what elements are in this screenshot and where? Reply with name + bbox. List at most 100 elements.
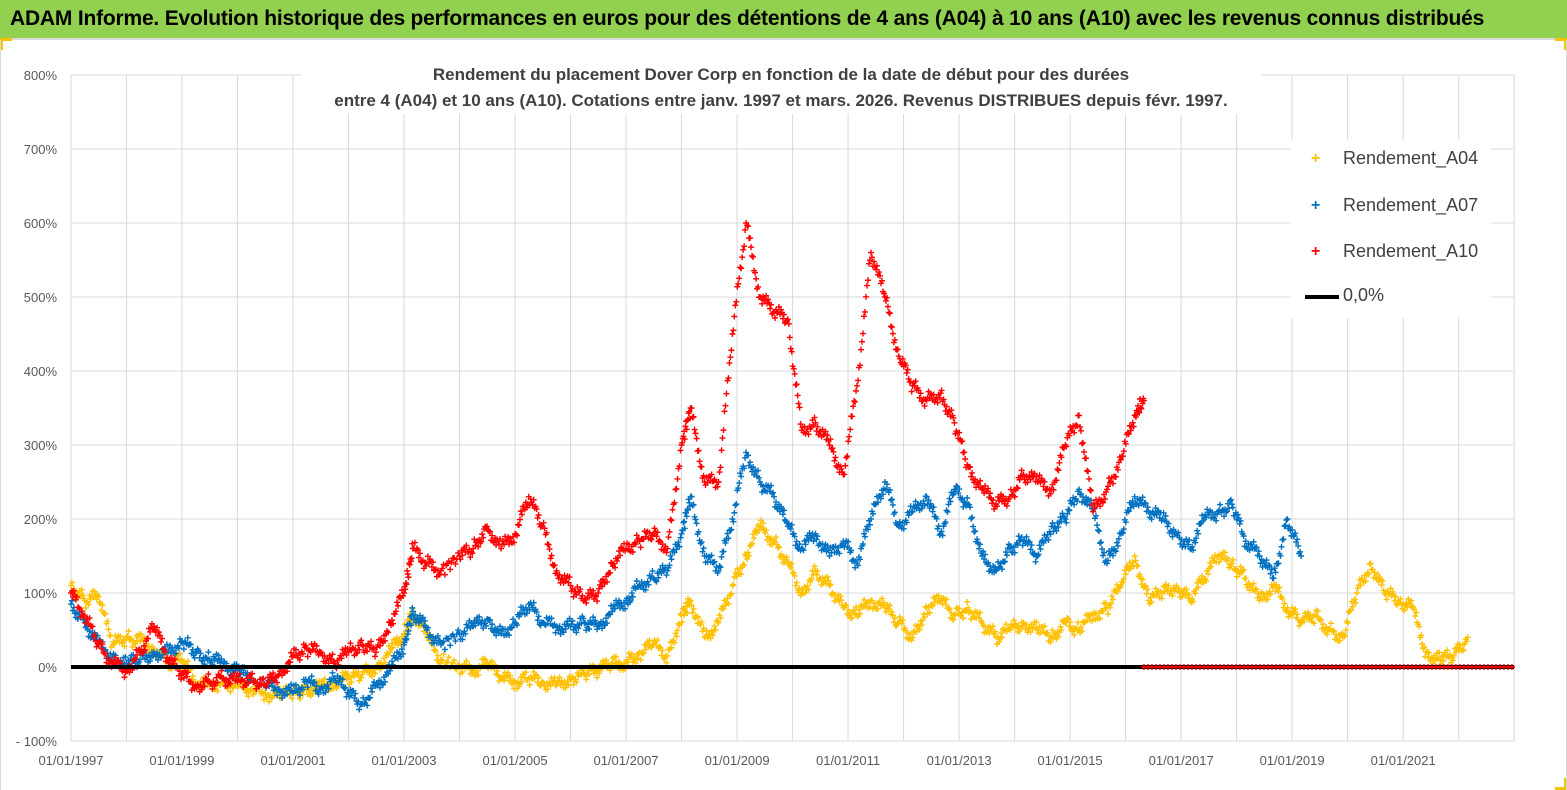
point-a04 <box>857 610 864 617</box>
point-a10 <box>676 463 683 470</box>
point-a10 <box>880 290 887 297</box>
point-a04 <box>905 636 912 643</box>
point-a10 <box>209 685 216 692</box>
point-a04 <box>838 597 845 604</box>
point-a07 <box>409 608 416 615</box>
point-a07 <box>147 658 154 665</box>
point-a10 <box>1011 493 1018 500</box>
point-a07 <box>1266 563 1273 570</box>
point-a10 <box>132 655 139 662</box>
point-a04 <box>451 657 458 664</box>
point-a07 <box>1164 523 1171 530</box>
point-a04 <box>664 652 671 659</box>
point-a10 <box>855 377 862 384</box>
point-a04 <box>1222 549 1229 556</box>
point-a04 <box>1161 588 1168 595</box>
point-a07 <box>1261 560 1268 567</box>
point-a04 <box>788 560 795 567</box>
point-a04 <box>439 657 446 664</box>
point-a07 <box>441 646 448 653</box>
point-a07 <box>956 486 963 493</box>
point-a10 <box>459 552 466 559</box>
point-a10 <box>541 525 548 532</box>
point-a07 <box>369 688 376 695</box>
point-a10 <box>1136 409 1143 416</box>
point-a07 <box>722 539 729 546</box>
point-a10 <box>201 683 208 690</box>
point-a07 <box>845 538 852 545</box>
point-a07 <box>681 518 688 525</box>
point-a10 <box>121 674 128 681</box>
point-a10 <box>846 433 853 440</box>
point-a10 <box>1125 431 1132 438</box>
point-a07 <box>1223 509 1230 516</box>
point-a04 <box>837 593 844 600</box>
point-a10 <box>1117 456 1124 463</box>
point-a04 <box>1389 588 1396 595</box>
point-a10 <box>607 569 614 576</box>
point-a10 <box>838 466 845 473</box>
point-a07 <box>874 499 881 506</box>
point-a04 <box>929 603 936 610</box>
point-a10 <box>184 669 191 676</box>
point-a10 <box>762 297 769 304</box>
point-a07 <box>590 614 597 621</box>
point-a04 <box>990 623 997 630</box>
legend-label-a04: Rendement_A04 <box>1343 148 1479 168</box>
point-a10 <box>666 528 673 535</box>
point-a10 <box>1087 486 1094 493</box>
point-a07 <box>627 597 634 604</box>
point-a10 <box>959 438 966 445</box>
point-a07 <box>384 671 391 678</box>
point-a07 <box>408 612 415 619</box>
point-a07 <box>920 498 927 505</box>
point-a10 <box>89 623 96 630</box>
point-a04 <box>564 678 571 685</box>
point-a10 <box>916 394 923 401</box>
point-a04 <box>1010 617 1017 624</box>
point-a10 <box>553 567 560 574</box>
point-a04 <box>1109 596 1116 603</box>
point-a10 <box>912 378 919 385</box>
point-a07 <box>869 510 876 517</box>
point-a10 <box>535 512 542 519</box>
point-a10 <box>646 529 653 536</box>
legend-item-zero: 0,0% <box>1291 285 1491 309</box>
point-a04 <box>245 693 252 700</box>
point-a04 <box>796 585 803 592</box>
point-a04 <box>1408 597 1415 604</box>
point-a07 <box>836 550 843 557</box>
point-a10 <box>1074 423 1081 430</box>
point-a10 <box>842 462 849 469</box>
point-a10 <box>847 426 854 433</box>
point-a07 <box>1101 549 1108 556</box>
point-a04 <box>1117 582 1124 589</box>
point-a10 <box>962 455 969 462</box>
point-a04 <box>1057 623 1064 630</box>
point-a10 <box>811 414 818 421</box>
point-a10 <box>987 490 994 497</box>
y-tick-label: 600% <box>24 216 58 231</box>
point-a07 <box>1096 528 1103 535</box>
point-a07 <box>747 459 754 466</box>
point-a04 <box>124 633 131 640</box>
point-a04 <box>1320 621 1327 628</box>
point-a04 <box>1169 592 1176 599</box>
point-a10 <box>156 632 163 639</box>
point-a07 <box>1003 552 1010 559</box>
point-a07 <box>1045 536 1052 543</box>
point-a07 <box>866 521 873 528</box>
point-a10 <box>1056 459 1063 466</box>
point-a07 <box>1236 520 1243 527</box>
point-a10 <box>414 546 421 553</box>
point-a04 <box>631 656 638 663</box>
point-a04 <box>753 526 760 533</box>
point-a10 <box>991 506 998 513</box>
point-a10 <box>695 447 702 454</box>
point-a07 <box>708 552 715 559</box>
point-a07 <box>548 615 555 622</box>
point-a10 <box>943 403 950 410</box>
point-a10 <box>372 653 379 660</box>
point-a10 <box>731 313 738 320</box>
point-a07 <box>977 541 984 548</box>
